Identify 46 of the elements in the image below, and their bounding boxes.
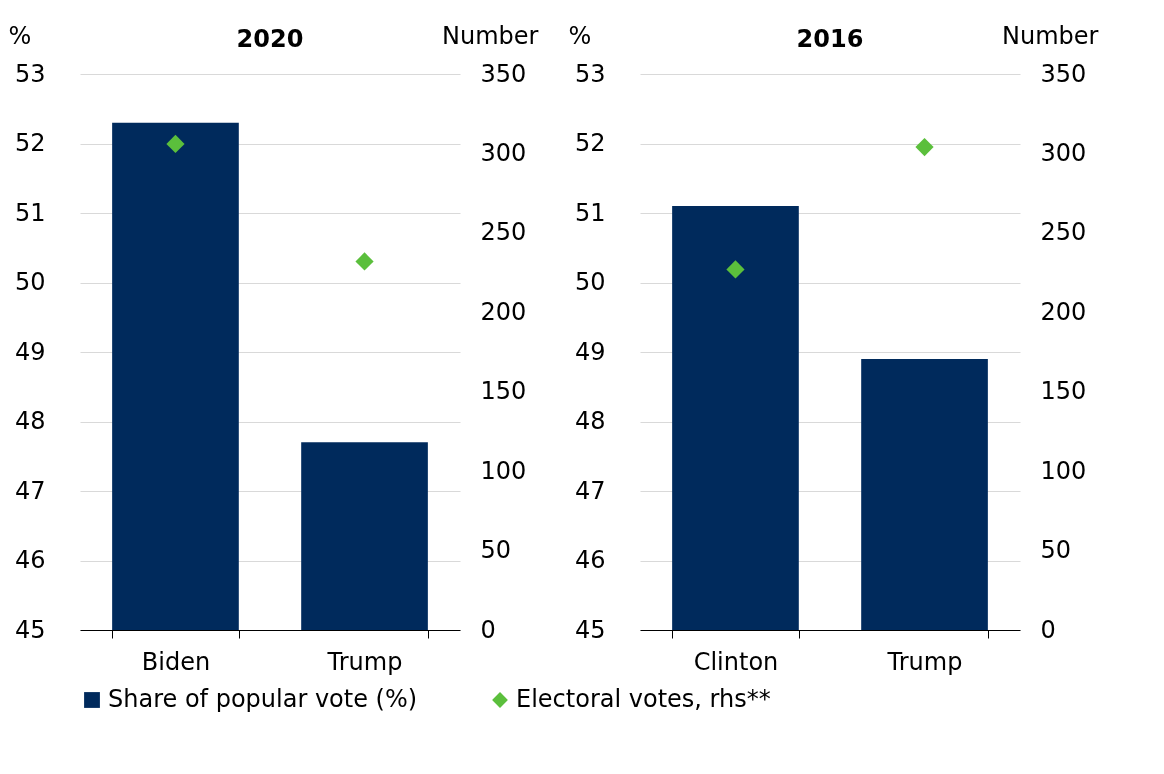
y-tick-label: 47 [14, 476, 46, 505]
y2-tick-label: 150 [480, 377, 527, 406]
y2-tick-label: 100 [1040, 456, 1087, 485]
y-tick-label: 50 [574, 268, 606, 296]
y-tick-label: 49 [574, 337, 606, 366]
y-axis-title: % [568, 21, 592, 50]
y-tick-label: 51 [14, 198, 46, 227]
y2-axis-title: Number [442, 21, 539, 50]
y-tick-label: 51 [574, 198, 606, 227]
y-tick-label: 46 [14, 546, 46, 574]
y-tick-label: 47 [574, 476, 606, 505]
y-tick-label: 45 [574, 615, 606, 644]
x-tick-label: Biden [141, 647, 211, 676]
y-tick-label: 50 [14, 268, 46, 296]
y2-tick-label: 350 [480, 59, 527, 88]
chart-title: 2016 [796, 25, 864, 53]
y-axis-title: % [8, 21, 32, 50]
y-tick-label: 53 [574, 59, 606, 88]
y2-tick-label: 250 [480, 218, 527, 247]
y2-axis-title: Number [1002, 21, 1099, 50]
y2-tick-label: 50 [1040, 536, 1072, 565]
legend-label: Share of popular vote (%) [108, 685, 418, 713]
y-tick-label: 52 [574, 129, 606, 157]
y2-tick-label: 350 [1040, 59, 1087, 88]
x-tick-label: Trump [886, 647, 963, 676]
y2-tick-label: 200 [1040, 297, 1087, 326]
y-tick-label: 46 [574, 546, 606, 574]
y-tick-label: 48 [574, 407, 606, 435]
y2-tick-label: 100 [480, 456, 527, 485]
y-tick-label: 49 [14, 337, 46, 366]
y2-tick-label: 300 [1040, 138, 1087, 167]
x-tick-label: Clinton [693, 647, 779, 676]
x-tick-label: Trump [326, 647, 403, 676]
y2-tick-label: 300 [480, 138, 527, 167]
y-tick-label: 45 [14, 615, 46, 644]
chart-title: 2020 [236, 25, 304, 53]
y2-tick-label: 0 [480, 615, 496, 644]
y2-tick-label: 150 [1040, 377, 1087, 406]
y2-tick-label: 200 [480, 297, 527, 326]
y2-tick-label: 0 [1040, 615, 1056, 644]
legend-label: Electoral votes, rhs** [516, 685, 771, 713]
y-tick-label: 52 [14, 129, 46, 157]
y2-tick-label: 250 [1040, 218, 1087, 247]
y2-tick-label: 50 [480, 536, 512, 565]
y-tick-label: 53 [14, 59, 46, 88]
y-tick-label: 48 [14, 407, 46, 435]
